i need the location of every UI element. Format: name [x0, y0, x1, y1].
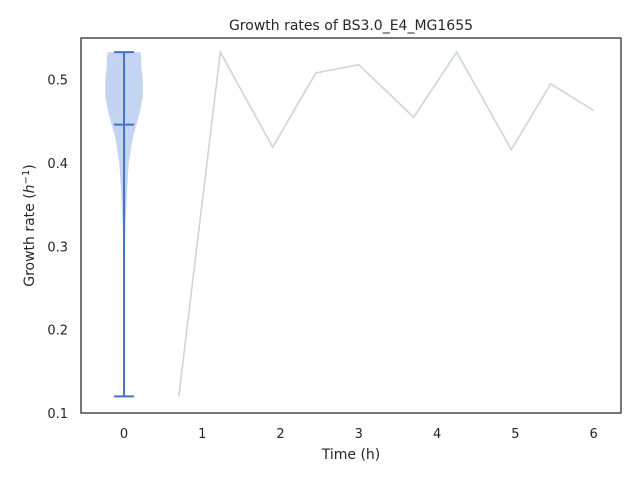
y-tick-label: 0.2: [47, 324, 68, 339]
x-tick-label: 3: [355, 427, 363, 442]
series-line-0: [178, 49, 595, 397]
x-tick-label: 6: [589, 427, 597, 442]
plot-frame: [80, 37, 622, 414]
y-axis-label: Growth rate (h−1): [21, 164, 39, 287]
y-tick-label: 0.1: [47, 407, 68, 422]
y-tick-labels: 0.1 0.2 0.3 0.4 0.5: [47, 74, 68, 422]
x-axis-label: Time (h): [321, 447, 381, 463]
x-tick-label: 4: [433, 427, 441, 442]
y-tick-label: 0.4: [47, 157, 68, 172]
y-tick-label: 0.3: [47, 240, 68, 255]
plot-area: [105, 49, 595, 398]
x-tick-label: 5: [511, 427, 519, 442]
y-tick-label: 0.5: [47, 74, 68, 89]
chart-title: Growth rates of BS3.0_E4_MG1655: [229, 18, 473, 34]
x-tick-label: 0: [120, 427, 128, 442]
x-tick-labels: 0 1 2 3 4 5 6: [120, 427, 598, 442]
x-tick-label: 2: [276, 427, 284, 442]
x-tick-label: 1: [198, 427, 206, 442]
